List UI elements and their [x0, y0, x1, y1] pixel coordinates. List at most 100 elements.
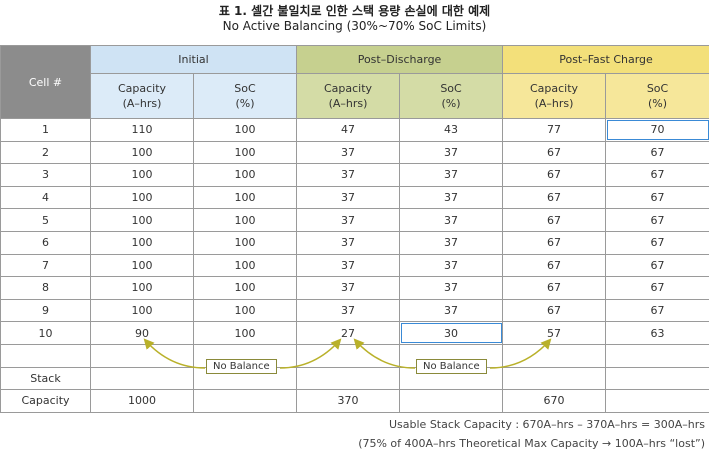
- table-row: 7 100 100 37 37 67 67: [0, 253, 709, 278]
- table-cell: 37: [296, 298, 401, 323]
- table-row: 1 110 100 47 43 77 70: [0, 118, 709, 142]
- table-cell: 100: [192, 276, 298, 300]
- group-header-post-fast-charge: Post–Fast Charge: [502, 45, 709, 74]
- table-cell: 67: [502, 253, 607, 278]
- table-row: 9 100 100 37 37 67 67: [0, 298, 709, 323]
- group-header-initial: Initial: [89, 45, 298, 74]
- table-cell: 90: [90, 321, 194, 345]
- capacity-label: Capacity: [0, 389, 91, 413]
- cell-number: 7: [0, 253, 91, 278]
- table-cell: 67: [605, 276, 709, 300]
- table-cell: 100: [90, 253, 194, 278]
- balancing-table: Cell # Initial Post–Discharge Post–Fast …: [0, 45, 709, 413]
- cell-number: 10: [0, 321, 91, 345]
- table-cell: 57: [502, 321, 607, 345]
- stack-capacity-initial: 1000: [90, 389, 194, 413]
- sub-header-capacity: Capacity (A–hrs): [296, 73, 401, 119]
- table-cell: 100: [90, 208, 194, 232]
- table-cell: 67: [502, 298, 607, 323]
- stack-capacity-post-discharge: 370: [296, 389, 401, 413]
- table-cell: 100: [90, 298, 194, 323]
- table-cell: 37: [296, 163, 401, 187]
- table-cell: 37: [296, 276, 401, 300]
- table-cell: 37: [296, 185, 401, 210]
- table-cell: 37: [399, 140, 504, 165]
- table-cell: 67: [502, 185, 607, 210]
- cell-number: 2: [0, 140, 91, 165]
- table-cell: 100: [192, 253, 298, 278]
- table-row: 5 100 100 37 37 67 67: [0, 208, 709, 232]
- table-row: 3 100 100 37 37 67 67: [0, 163, 709, 187]
- table-cell: 100: [90, 140, 194, 165]
- no-balance-label: No Balance: [416, 359, 487, 374]
- table-cell: 37: [296, 230, 401, 255]
- table-cell: 63: [605, 321, 709, 345]
- table-title: 표 1. 셀간 불일치로 인한 스택 용량 손실에 대한 예제: [218, 4, 491, 18]
- table-cell: 100: [192, 118, 298, 142]
- table-cell: 67: [605, 230, 709, 255]
- sub-header-soc: SoC (%): [605, 73, 709, 119]
- table-row: 10 90 100 27 30 57 63: [0, 321, 709, 345]
- table-cell: 100: [192, 298, 298, 323]
- table-cell: 67: [502, 208, 607, 232]
- table-cell: 100: [90, 185, 194, 210]
- sub-header-soc: SoC (%): [192, 73, 298, 119]
- table-cell: 100: [192, 230, 298, 255]
- cell-number: 8: [0, 276, 91, 300]
- table-cell: 67: [605, 163, 709, 187]
- table-cell: 37: [399, 230, 504, 255]
- table-cell: 100: [192, 321, 298, 345]
- table-cell: 47: [296, 118, 401, 142]
- table-cell: 100: [192, 163, 298, 187]
- table-cell: 43: [399, 118, 504, 142]
- table-cell: 37: [399, 185, 504, 210]
- table-cell: 100: [192, 185, 298, 210]
- table-cell: 67: [502, 140, 607, 165]
- footnote-usable-capacity: Usable Stack Capacity : 670A–hrs – 370A–…: [389, 418, 705, 431]
- no-balance-label: No Balance: [206, 359, 277, 374]
- sub-header-soc: SoC (%): [399, 73, 504, 119]
- table-cell: 100: [90, 276, 194, 300]
- table-cell: 67: [605, 185, 709, 210]
- cell-number: 6: [0, 230, 91, 255]
- table-cell: 37: [296, 208, 401, 232]
- sub-header-capacity: Capacity (A–hrs): [502, 73, 607, 119]
- table-cell: 67: [502, 230, 607, 255]
- table-cell: 67: [502, 163, 607, 187]
- table-cell: 67: [605, 253, 709, 278]
- table-row: 2 100 100 37 37 67 67: [0, 140, 709, 165]
- cell-number: 1: [0, 118, 91, 142]
- table-cell: 30: [399, 321, 504, 345]
- cell-number-header: Cell #: [0, 45, 91, 119]
- table-row: 4 100 100 37 37 67 67: [0, 185, 709, 210]
- table-cell: 37: [399, 298, 504, 323]
- table-cell: 67: [605, 208, 709, 232]
- cell-number: 5: [0, 208, 91, 232]
- group-header-post-discharge: Post–Discharge: [296, 45, 504, 74]
- cell-number: 4: [0, 185, 91, 210]
- table-cell: 100: [192, 140, 298, 165]
- table-subtitle: No Active Balancing (30%~70% SoC Limits): [222, 19, 487, 33]
- cell-number: 9: [0, 298, 91, 323]
- table-cell: 37: [399, 208, 504, 232]
- table-row: 6 100 100 37 37 67 67: [0, 230, 709, 255]
- table-cell: 110: [90, 118, 194, 142]
- table-cell: 37: [296, 253, 401, 278]
- stack-capacity-post-fast-charge: 670: [502, 389, 607, 413]
- table-cell: 37: [399, 253, 504, 278]
- table-row: 8 100 100 37 37 67 67: [0, 276, 709, 300]
- table-cell: 37: [399, 276, 504, 300]
- table-cell: 37: [296, 140, 401, 165]
- table-cell: 67: [605, 298, 709, 323]
- table-cell: 100: [192, 208, 298, 232]
- table-cell: 37: [399, 163, 504, 187]
- table-cell: 77: [502, 118, 607, 142]
- table-cell: 67: [502, 276, 607, 300]
- cell-number: 3: [0, 163, 91, 187]
- stack-label: Stack: [0, 366, 91, 391]
- table-cell: 67: [605, 140, 709, 165]
- table-cell: 27: [296, 321, 401, 345]
- table-cell: 100: [90, 230, 194, 255]
- sub-header-capacity: Capacity (A–hrs): [90, 73, 194, 119]
- table-cell: 70: [605, 118, 709, 142]
